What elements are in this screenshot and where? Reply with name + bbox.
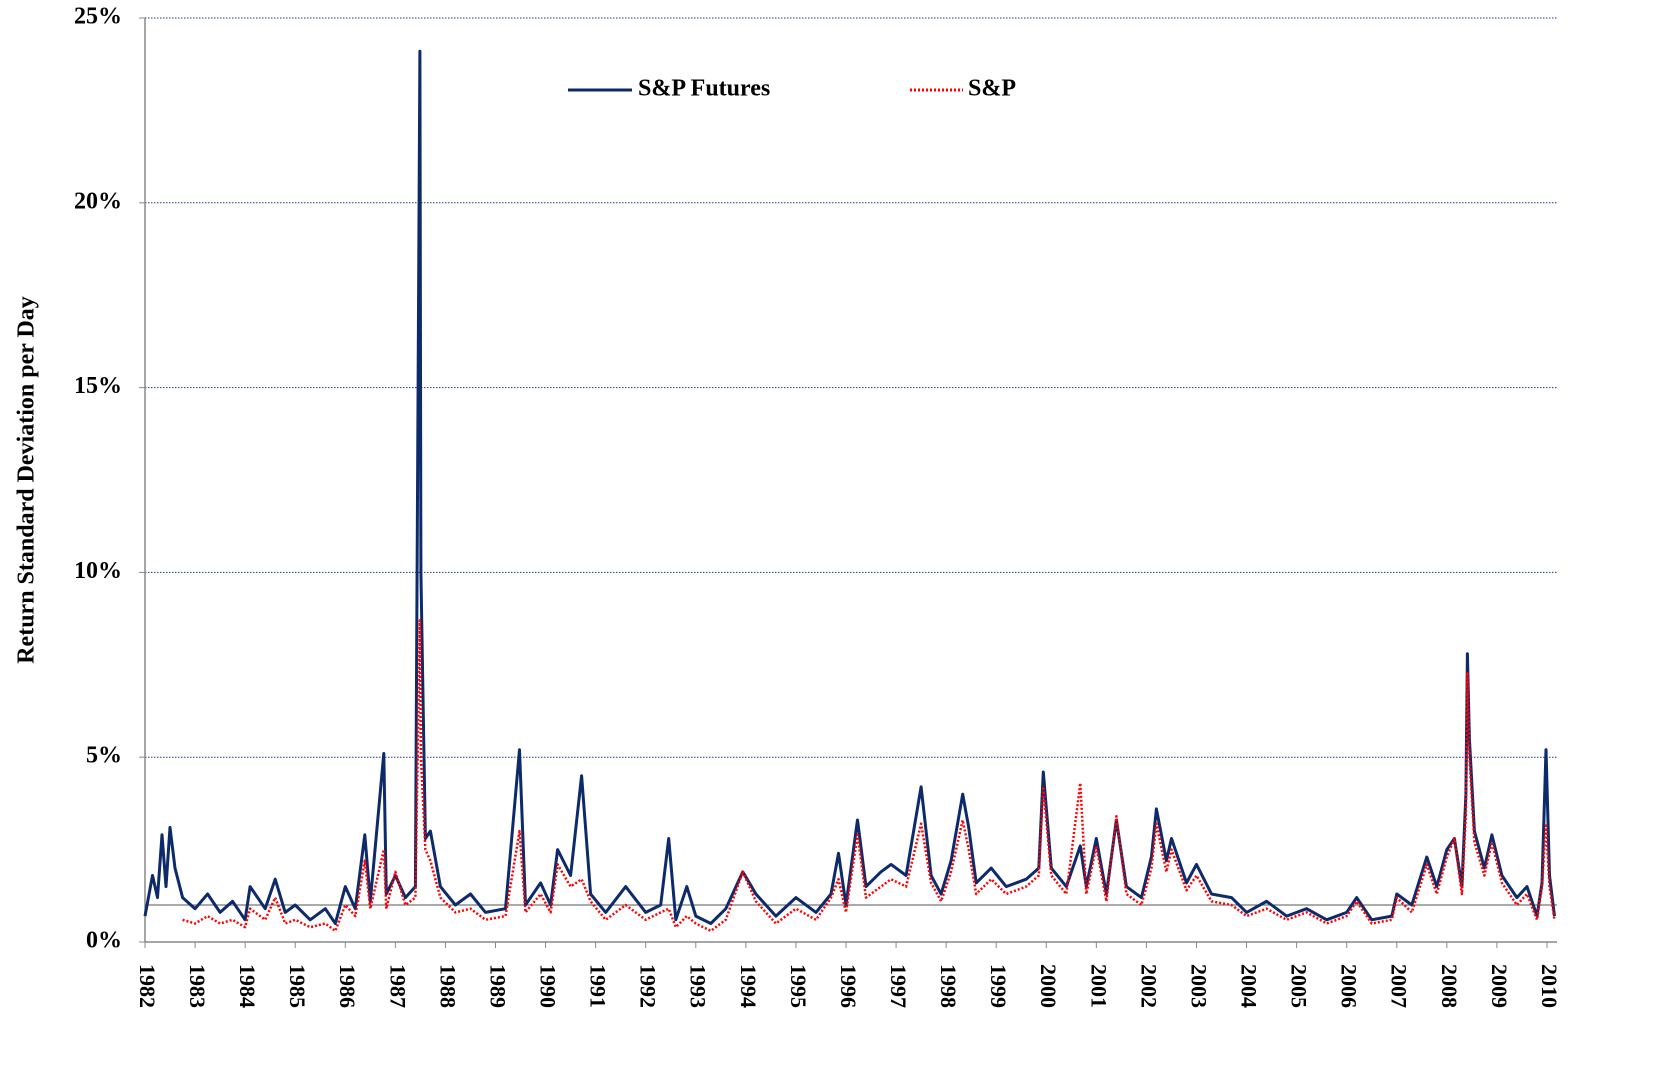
x-tick-label: 1990 [536,964,561,1008]
x-tick-label: 2002 [1136,964,1161,1008]
x-tick-label: 1984 [235,964,260,1008]
y-tick-label: 10% [74,558,122,584]
y-tick-label: 0% [86,928,122,954]
y-axis-label: Return Standard Deviation per Day [14,296,40,664]
x-tick-label: 1995 [786,964,811,1008]
x-tick-label: 1982 [135,964,160,1008]
x-tick-label: 2005 [1287,964,1312,1008]
x-tick-label: 1997 [886,964,911,1008]
x-tick-label: 1986 [335,964,360,1008]
legend-label: S&P Futures [638,76,770,102]
x-tick-label: 2000 [1036,964,1061,1008]
y-tick-label: 5% [86,743,122,769]
x-tick-label: 1991 [586,964,611,1008]
y-tick-label: 25% [74,4,122,30]
x-tick-label: 2009 [1487,964,1512,1008]
x-tick-label: 2006 [1337,964,1362,1008]
x-tick-label: 2003 [1186,964,1211,1008]
series-line [182,619,1556,933]
legend-label: S&P [968,76,1016,102]
x-tick-label: 1996 [836,964,861,1008]
x-tick-label: 2008 [1437,964,1462,1008]
x-tick-label: 1994 [736,964,761,1008]
x-tick-label: 1992 [636,964,661,1008]
x-tick-label: 1999 [986,964,1011,1008]
y-tick-label: 15% [74,373,122,399]
x-tick-label: 1993 [686,964,711,1008]
x-tick-label: 1988 [435,964,460,1008]
x-tick-label: 1989 [485,964,510,1008]
series-line [143,49,1556,925]
x-tick-label: 2010 [1537,964,1562,1008]
x-tick-label: 1983 [185,964,210,1008]
y-tick-label: 20% [74,188,122,214]
x-tick-label: 2001 [1086,964,1111,1008]
x-tick-label: 1998 [936,964,961,1008]
x-tick-label: 1985 [285,964,310,1008]
x-tick-label: 1987 [385,964,410,1008]
x-tick-label: 2007 [1387,964,1412,1008]
x-tick-label: 2004 [1237,964,1262,1008]
